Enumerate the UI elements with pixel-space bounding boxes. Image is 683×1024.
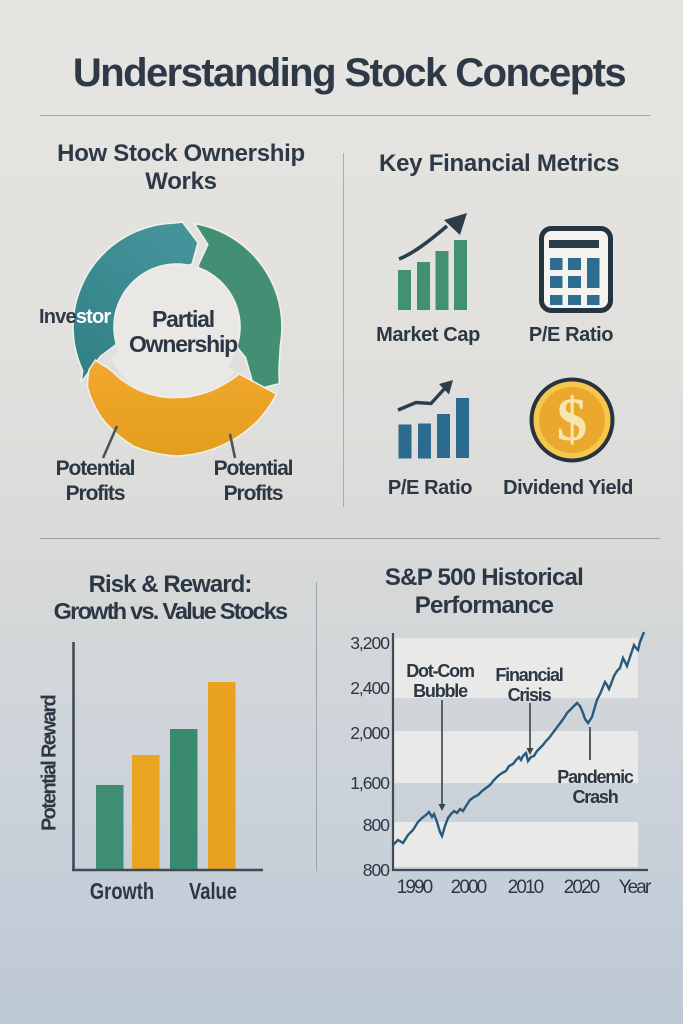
- svg-text:$: $: [557, 387, 588, 454]
